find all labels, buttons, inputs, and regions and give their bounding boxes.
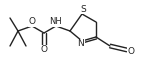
Text: NH: NH <box>50 17 62 27</box>
Text: O: O <box>128 47 135 56</box>
Text: O: O <box>28 17 36 27</box>
Text: S: S <box>80 4 86 14</box>
Text: N: N <box>78 39 84 49</box>
Text: O: O <box>40 45 48 55</box>
